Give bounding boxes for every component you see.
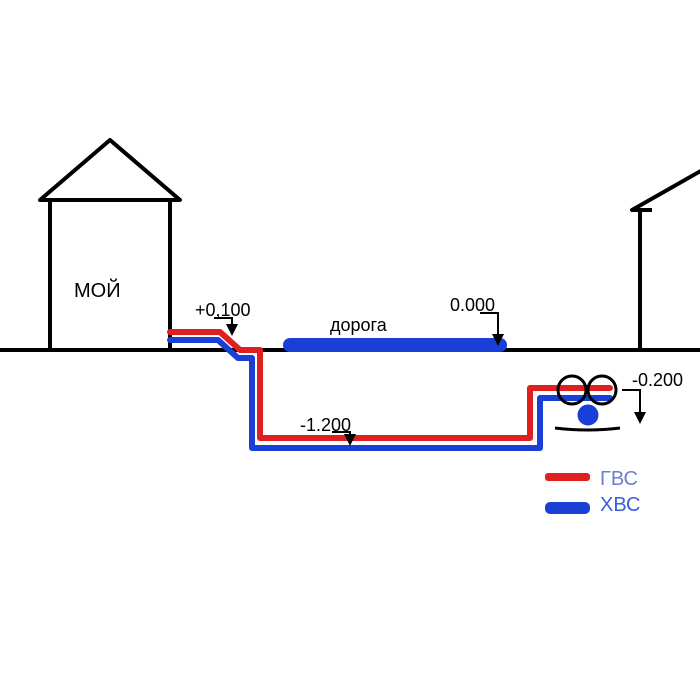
legend-hot-label: ГВС	[600, 468, 638, 491]
elevation-2: -0.200	[632, 370, 683, 391]
elevation-3: -1.200	[300, 415, 351, 436]
road-label: дорога	[330, 315, 387, 336]
house-left-label: МОЙ	[74, 280, 121, 303]
legend-cold-label: ХВС	[600, 494, 640, 517]
elevation-0: +0,100	[195, 300, 251, 321]
elevation-1: 0.000	[450, 295, 495, 316]
diagram-canvas	[0, 0, 700, 700]
